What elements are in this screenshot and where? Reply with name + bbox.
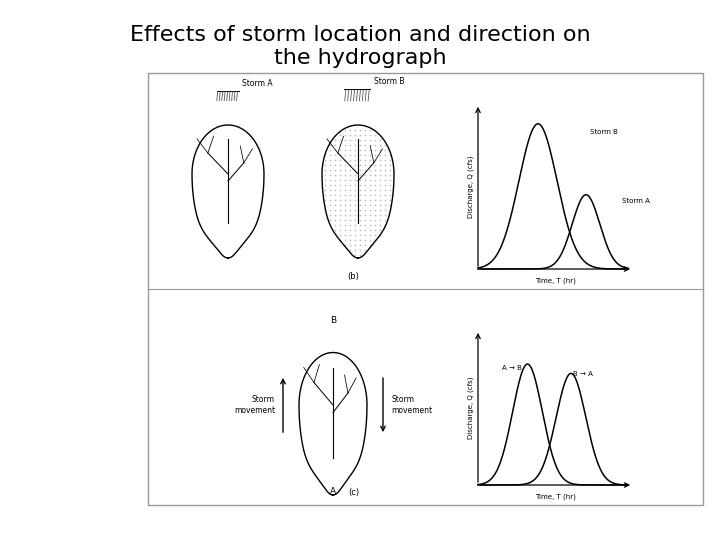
Text: B: B — [330, 316, 336, 325]
Text: (c): (c) — [348, 488, 359, 497]
Polygon shape — [217, 90, 238, 92]
Text: the hydrograph: the hydrograph — [274, 48, 446, 68]
Polygon shape — [299, 353, 367, 495]
Circle shape — [351, 77, 365, 91]
Circle shape — [230, 84, 240, 93]
Text: Storm B: Storm B — [374, 78, 405, 86]
Circle shape — [360, 81, 372, 92]
Text: A → B: A → B — [502, 365, 522, 372]
Text: (b): (b) — [348, 272, 359, 281]
Polygon shape — [344, 88, 371, 90]
Text: Time, T (hr): Time, T (hr) — [535, 494, 576, 501]
Text: Effects of storm location and direction on: Effects of storm location and direction … — [130, 25, 590, 45]
Text: Storm A: Storm A — [622, 198, 650, 204]
Text: Storm B: Storm B — [590, 129, 618, 134]
Polygon shape — [322, 125, 394, 258]
Text: Storm
movement: Storm movement — [234, 395, 275, 415]
Text: Storm
movement: Storm movement — [391, 395, 432, 415]
Circle shape — [343, 82, 356, 93]
Text: Storm A: Storm A — [242, 79, 273, 89]
Bar — [148, 73, 703, 505]
Text: Discharge, Q (cfs): Discharge, Q (cfs) — [468, 156, 474, 218]
Text: A: A — [330, 487, 336, 496]
Circle shape — [216, 84, 226, 94]
Text: B → A: B → A — [573, 372, 593, 377]
Circle shape — [222, 80, 234, 92]
Text: Discharge, Q (cfs): Discharge, Q (cfs) — [468, 376, 474, 438]
Text: Time, T (hr): Time, T (hr) — [535, 278, 576, 285]
Polygon shape — [192, 125, 264, 258]
